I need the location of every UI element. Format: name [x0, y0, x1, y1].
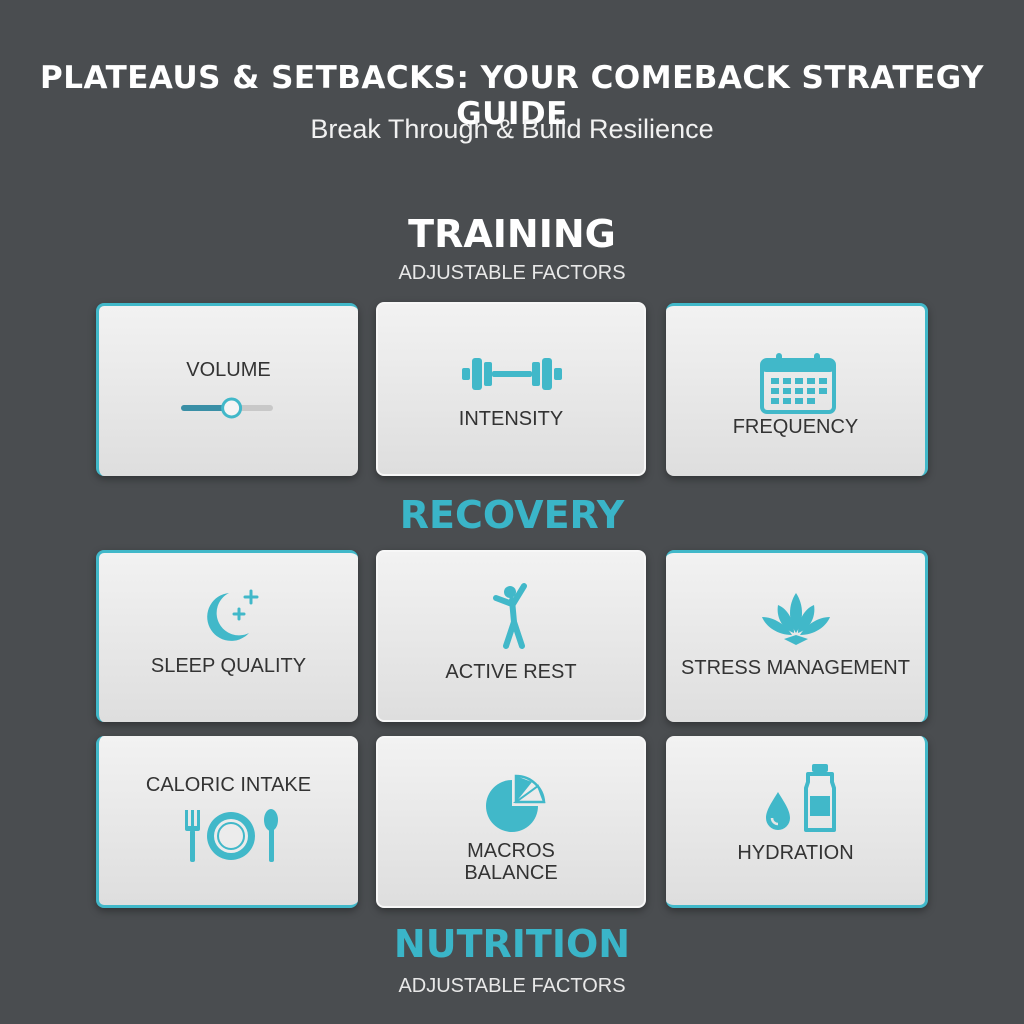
- card-label-intensity: INTENSITY: [458, 408, 564, 430]
- lotus-icon: [758, 589, 834, 647]
- calendar-icon: [759, 352, 837, 414]
- page-subtitle: Break Through & Build Resilience: [310, 114, 714, 144]
- card-macros-balance[interactable]: MACROS BALANCE: [376, 736, 646, 908]
- moon-stars-icon: [199, 587, 263, 647]
- card-label-hydration: HYDRATION: [737, 842, 854, 864]
- card-caloric-intake[interactable]: CALORIC INTAKE: [96, 736, 358, 908]
- card-label-stress-management: STRESS MANAGEMENT: [681, 657, 910, 679]
- card-label-macros-balance-line2: BALANCE: [464, 862, 558, 884]
- section-subtitle-nutrition: ADJUSTABLE FACTORS: [398, 975, 626, 997]
- card-active-rest[interactable]: ACTIVE REST: [376, 550, 646, 722]
- water-bottle-icon: [762, 762, 836, 834]
- section-title-nutrition: NUTRITION: [393, 922, 631, 966]
- person-stretch-icon: [488, 582, 538, 652]
- slider-icon: [179, 396, 275, 420]
- card-label-sleep-quality: SLEEP QUALITY: [150, 655, 307, 677]
- page-title: PLATEAUS & SETBACKS: YOUR COMEBACK STRAT…: [40, 60, 984, 132]
- section-title-training: TRAINING: [408, 212, 616, 256]
- section-subtitle-training: ADJUSTABLE FACTORS: [398, 262, 626, 284]
- card-label-caloric-intake: CALORIC INTAKE: [145, 774, 312, 796]
- pie-chart-icon: [482, 774, 546, 838]
- dumbbell-icon: [460, 352, 564, 396]
- section-title-recovery: RECOVERY: [399, 493, 625, 537]
- card-label-volume: VOLUME: [186, 359, 271, 381]
- card-hydration[interactable]: HYDRATION: [666, 736, 928, 908]
- card-sleep-quality[interactable]: SLEEP QUALITY: [96, 550, 358, 722]
- card-label-frequency: FREQUENCY: [732, 416, 859, 438]
- card-label-active-rest: ACTIVE REST: [445, 661, 577, 683]
- card-intensity[interactable]: INTENSITY: [376, 302, 646, 476]
- card-frequency[interactable]: FREQUENCY: [666, 303, 928, 476]
- card-stress-management[interactable]: STRESS MANAGEMENT: [666, 550, 928, 722]
- card-volume[interactable]: VOLUME: [96, 303, 358, 476]
- card-label-macros-balance-line1: MACROS: [467, 840, 555, 862]
- plate-utensils-icon: [181, 806, 281, 866]
